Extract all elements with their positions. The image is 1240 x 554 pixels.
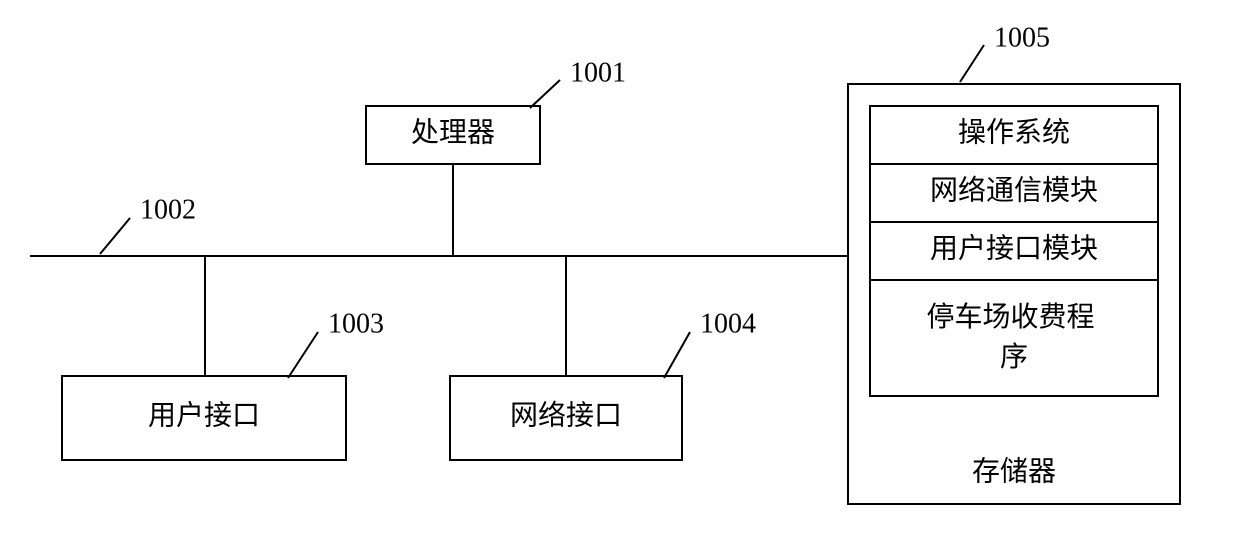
user-if-ref-leader (288, 332, 318, 378)
memory-item-3-box (870, 280, 1158, 396)
network-interface-label: 网络接口 (510, 399, 622, 431)
net-if-ref-leader (664, 332, 690, 378)
ref-1002-leader (100, 218, 130, 254)
memory-item-3-label: 停车场收费程 序 (926, 301, 1101, 373)
memory-ref-leader (960, 45, 984, 82)
memory-item-3-line2: 序 (1000, 341, 1028, 373)
system-block-diagram: 1002 处理器 1001 用户接口 1003 网络接口 1004 存储器 10… (0, 0, 1240, 554)
memory-item-3-line1: 停车场收费程 (926, 301, 1094, 333)
memory-item-2-label: 用户接口模块 (930, 232, 1098, 264)
net-if-ref-label: 1004 (700, 308, 756, 339)
memory-item-1-label: 网络通信模块 (930, 174, 1098, 206)
memory-item-0-label: 操作系统 (958, 116, 1070, 148)
processor-ref-label: 1001 (570, 57, 626, 88)
processor-label: 处理器 (411, 116, 495, 148)
processor-ref-leader (530, 80, 560, 108)
memory-ref-label: 1005 (994, 22, 1050, 53)
user-interface-label: 用户接口 (148, 399, 260, 431)
ref-1002-label: 1002 (140, 194, 196, 225)
memory-label: 存储器 (972, 455, 1056, 487)
user-if-ref-label: 1003 (328, 308, 384, 339)
